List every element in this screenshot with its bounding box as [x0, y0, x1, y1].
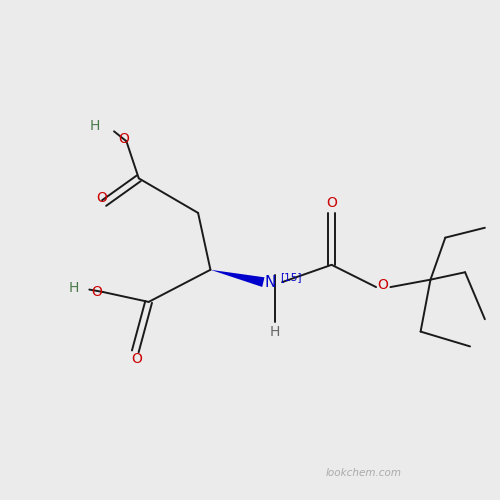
Text: O: O	[118, 132, 130, 146]
Text: O: O	[377, 278, 388, 291]
Text: O: O	[131, 352, 141, 366]
Text: H: H	[90, 120, 101, 134]
Text: H: H	[68, 281, 78, 295]
Text: O: O	[96, 191, 107, 205]
Text: H: H	[270, 324, 280, 338]
Text: [15]: [15]	[280, 272, 302, 282]
Text: O: O	[326, 196, 337, 210]
Text: lookchem.com: lookchem.com	[326, 468, 402, 477]
Text: N: N	[264, 274, 276, 289]
Polygon shape	[210, 270, 264, 287]
Text: O: O	[92, 285, 102, 299]
